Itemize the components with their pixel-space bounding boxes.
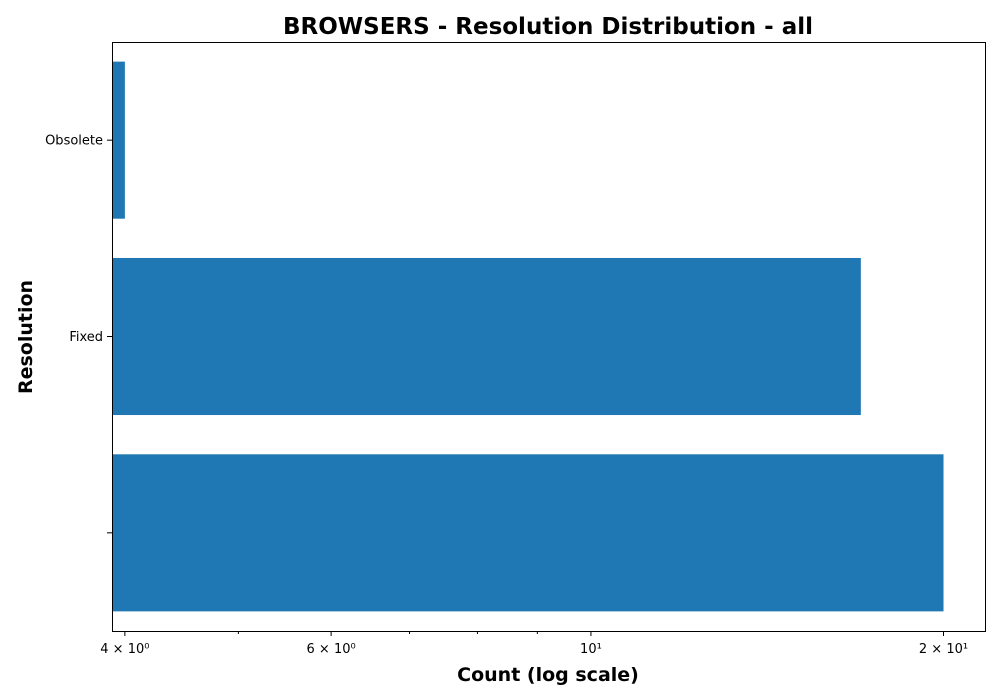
x-tick-label: 10¹ [580,642,602,657]
chart-title: BROWSERS - Resolution Distribution - all [283,14,813,40]
bar-obsolete [112,61,125,219]
y-axis-label: Resolution [15,280,37,394]
x-axis-ticks: 4 × 10⁰ 6 × 10⁰ 10¹ 2 × 10¹ [100,631,968,657]
bars-group [112,61,944,612]
bar-unlabeled [112,454,944,612]
y-axis-ticks: Fixed Obsolete [45,134,112,534]
y-tick-label: Fixed [69,330,103,345]
y-tick-label: Obsolete [45,134,103,149]
plot-frame [112,42,986,632]
bar-fixed [112,257,861,416]
x-tick-label: 6 × 10⁰ [307,642,356,657]
x-tick-label: 4 × 10⁰ [100,642,149,657]
x-tick-label: 2 × 10¹ [919,642,968,657]
x-axis-label: Count (log scale) [457,664,639,686]
